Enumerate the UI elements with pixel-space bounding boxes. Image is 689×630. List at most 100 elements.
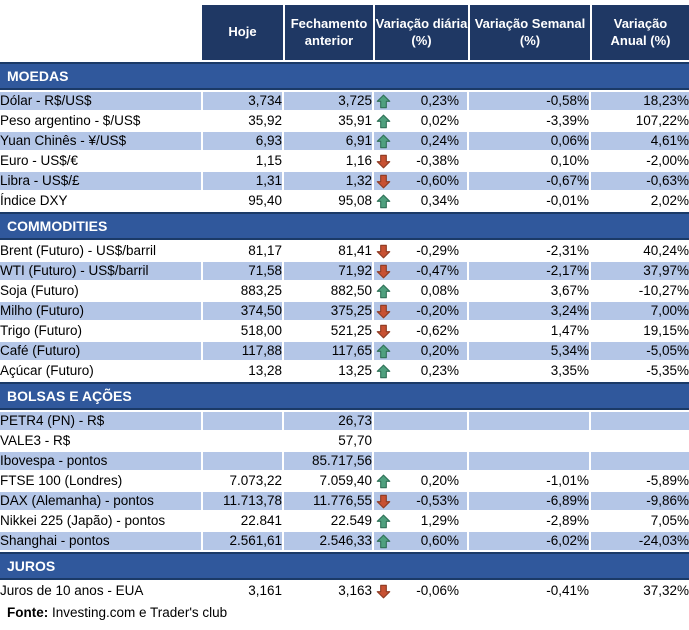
- cell-variacao-diaria: -0,62%: [373, 321, 469, 342]
- cell-variacao-anual: 4,61%: [590, 131, 689, 152]
- cell-variacao-anual: [590, 451, 689, 472]
- cell-variacao-semanal: [468, 431, 591, 452]
- cell-variacao-semanal: 1,47%: [468, 321, 591, 342]
- header-line-1: Variação Semanal: [474, 15, 586, 31]
- arrow-up-icon: [376, 134, 391, 148]
- cell-hoje: 117,88: [202, 341, 284, 362]
- cell-label: Açúcar (Futuro): [0, 361, 203, 382]
- arrow-down-icon: [376, 264, 391, 278]
- cell-variacao-semanal: 0,10%: [468, 151, 591, 172]
- variacao-diaria-value: -0,38%: [416, 153, 459, 168]
- section-band: JUROS: [0, 552, 689, 580]
- variacao-diaria-value: 0,20%: [420, 343, 459, 358]
- cell-variacao-diaria: -0,47%: [373, 261, 469, 282]
- cell-label: VALE3 - R$: [0, 431, 203, 452]
- cell-variacao-anual: -5,35%: [590, 361, 689, 382]
- cell-variacao-anual: -2,00%: [590, 151, 689, 172]
- table-row: FTSE 100 (Londres) 7.073,22 7.059,40 0,2…: [0, 471, 689, 492]
- section-table: Juros de 10 anos - EUA 3,161 3,163 -0,06…: [0, 582, 689, 602]
- table-row: Trigo (Futuro) 518,00 521,25 -0,62% 1,47…: [0, 321, 689, 342]
- cell-variacao-diaria: -0,38%: [373, 151, 469, 172]
- cell-variacao-anual: -9,86%: [590, 491, 689, 512]
- source-label: Fonte:: [7, 605, 49, 620]
- section-title: COMMODITIES: [7, 218, 108, 234]
- cell-label: Peso argentino - $/US$: [0, 111, 203, 132]
- variacao-diaria-value: 0,23%: [420, 93, 459, 108]
- cell-hoje: [202, 431, 284, 452]
- cell-label: Nikkei 225 (Japão) - pontos: [0, 511, 203, 532]
- variacao-diaria-value: -0,47%: [416, 263, 459, 278]
- cell-variacao-semanal: -6,89%: [468, 491, 591, 512]
- cell-hoje: [202, 451, 284, 472]
- cell-variacao-anual: 2,02%: [590, 191, 689, 212]
- cell-fechamento: 35,91: [283, 111, 374, 132]
- cell-fechamento: 57,70: [283, 431, 374, 452]
- cell-variacao-diaria: [373, 431, 469, 452]
- cell-label: FTSE 100 (Londres): [0, 471, 203, 492]
- cell-hoje: 71,58: [202, 261, 284, 282]
- table-row: Soja (Futuro) 883,25 882,50 0,08% 3,67% …: [0, 281, 689, 302]
- cell-hoje: 95,40: [202, 191, 284, 212]
- cell-variacao-anual: 18,23%: [590, 92, 689, 112]
- cell-fechamento: 3,163: [283, 582, 374, 602]
- cell-variacao-diaria: -0,29%: [373, 242, 469, 262]
- cell-hoje: [202, 412, 284, 432]
- cell-fechamento: 3,725: [283, 92, 374, 112]
- arrow-down-icon: [376, 324, 391, 338]
- section-table: Brent (Futuro) - US$/barril 81,17 81,41 …: [0, 242, 689, 382]
- cell-variacao-anual: 7,00%: [590, 301, 689, 322]
- trend-icon-slot: [376, 493, 393, 509]
- trend-icon-slot: [376, 283, 393, 299]
- cell-label: Yuan Chinês - ¥/US$: [0, 131, 203, 152]
- source-text: Investing.com e Trader's club: [48, 605, 228, 620]
- cell-label: Café (Futuro): [0, 341, 203, 362]
- cell-fechamento: 117,65: [283, 341, 374, 362]
- variacao-diaria-value: 0,24%: [420, 133, 459, 148]
- cell-variacao-anual: 37,32%: [590, 582, 689, 602]
- cell-hoje: 2.561,61: [202, 531, 284, 552]
- cell-fechamento: 1,32: [283, 171, 374, 192]
- cell-fechamento: 6,91: [283, 131, 374, 152]
- table-row: Açúcar (Futuro) 13,28 13,25 0,23% 3,35% …: [0, 361, 689, 382]
- trend-icon-slot: [376, 413, 393, 429]
- cell-variacao-semanal: -1,01%: [468, 471, 591, 492]
- table-row: PETR4 (PN) - R$ 26,73: [0, 412, 689, 432]
- cell-variacao-semanal: 3,35%: [468, 361, 591, 382]
- cell-variacao-semanal: -0,67%: [468, 171, 591, 192]
- arrow-up-icon: [376, 474, 391, 488]
- cell-label: DAX (Alemanha) - pontos: [0, 491, 203, 512]
- variacao-diaria-value: 0,08%: [420, 283, 459, 298]
- arrow-down-icon: [376, 584, 391, 598]
- cell-label: Ibovespa - pontos: [0, 451, 203, 472]
- table-row: Brent (Futuro) - US$/barril 81,17 81,41 …: [0, 242, 689, 262]
- header-line-1: Hoje: [228, 24, 257, 40]
- trend-icon-slot: [376, 323, 393, 339]
- cell-label: Juros de 10 anos - EUA: [0, 582, 203, 602]
- section-title: JUROS: [7, 558, 56, 574]
- cell-fechamento: 95,08: [283, 191, 374, 212]
- trend-icon-slot: [376, 473, 393, 489]
- cell-hoje: 13,28: [202, 361, 284, 382]
- cell-variacao-semanal: 5,34%: [468, 341, 591, 362]
- cell-label: Shanghai - pontos: [0, 531, 203, 552]
- arrow-up-icon: [376, 114, 391, 128]
- cell-fechamento: 521,25: [283, 321, 374, 342]
- cell-variacao-anual: -5,05%: [590, 341, 689, 362]
- section-band: BOLSAS E AÇÕES: [0, 382, 689, 410]
- trend-icon-slot: [376, 343, 393, 359]
- cell-label: Brent (Futuro) - US$/barril: [0, 242, 203, 262]
- cell-variacao-diaria: 0,20%: [373, 471, 469, 492]
- cell-variacao-diaria: 1,29%: [373, 511, 469, 532]
- table-row: Peso argentino - $/US$ 35,92 35,91 0,02%…: [0, 111, 689, 132]
- table-header: Hoje Fechamento anterior Variação diária…: [0, 5, 689, 60]
- cell-variacao-diaria: 0,02%: [373, 111, 469, 132]
- cell-variacao-anual: 37,97%: [590, 261, 689, 282]
- variacao-diaria-value: -0,06%: [416, 583, 459, 598]
- trend-icon-slot: [376, 433, 393, 449]
- cell-variacao-semanal: -2,89%: [468, 511, 591, 532]
- cell-hoje: 22.841: [202, 511, 284, 532]
- cell-variacao-semanal: [468, 412, 591, 432]
- cell-variacao-anual: -5,89%: [590, 471, 689, 492]
- cell-hoje: 35,92: [202, 111, 284, 132]
- cell-variacao-anual: -24,03%: [590, 531, 689, 552]
